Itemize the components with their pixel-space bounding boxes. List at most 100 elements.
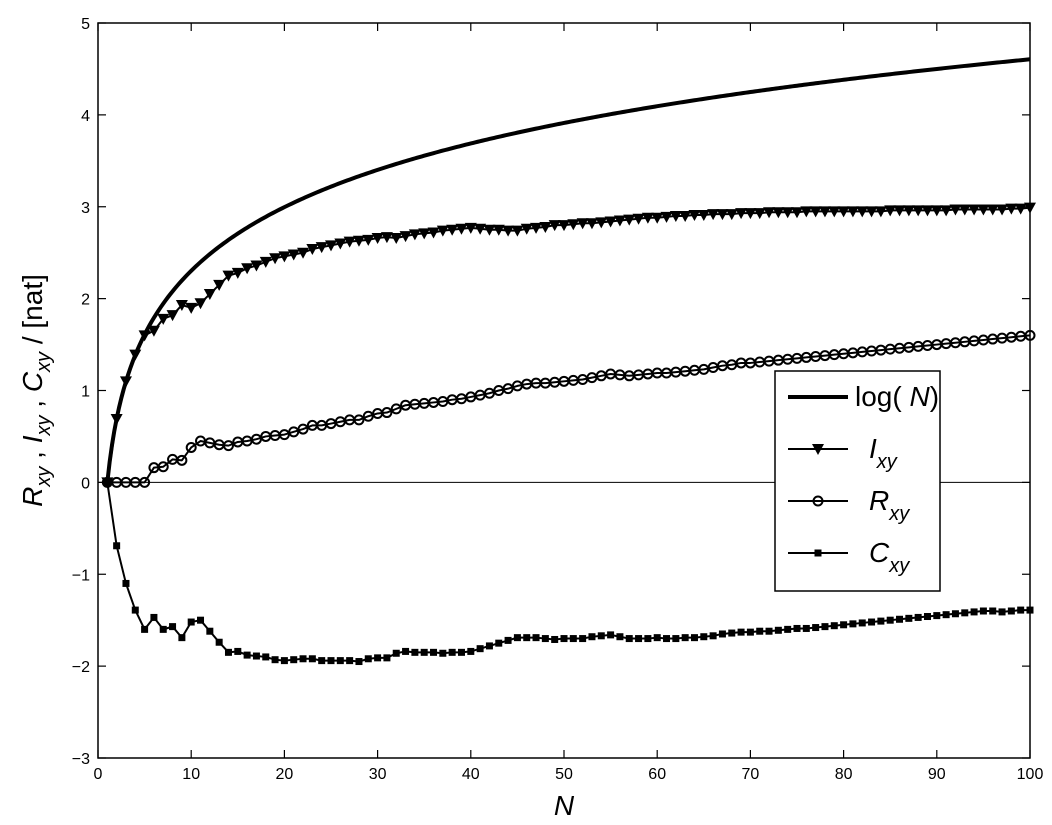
data-point bbox=[942, 611, 950, 619]
data-point bbox=[951, 610, 959, 618]
data-point bbox=[269, 253, 282, 265]
data-point bbox=[567, 219, 580, 231]
data-point bbox=[728, 629, 736, 637]
data-point bbox=[408, 229, 421, 241]
data-point bbox=[560, 635, 568, 643]
data-point bbox=[930, 205, 943, 217]
data-layer bbox=[101, 57, 1036, 666]
data-point bbox=[588, 633, 596, 641]
data-point bbox=[669, 210, 682, 222]
data-point bbox=[492, 224, 505, 236]
data-point bbox=[961, 609, 969, 617]
x-tick-label: 90 bbox=[928, 766, 946, 783]
series-ixy bbox=[101, 202, 1036, 489]
data-point bbox=[933, 612, 941, 620]
data-point bbox=[446, 224, 459, 236]
data-point bbox=[793, 624, 801, 632]
data-point bbox=[690, 634, 698, 642]
data-point bbox=[185, 302, 198, 314]
data-point bbox=[243, 651, 251, 659]
data-point bbox=[791, 207, 803, 219]
data-point bbox=[176, 454, 188, 466]
data-point bbox=[318, 657, 326, 665]
data-point bbox=[194, 298, 207, 310]
data-point bbox=[709, 632, 717, 640]
data-point bbox=[968, 204, 981, 216]
data-point bbox=[735, 208, 748, 220]
data-point bbox=[746, 628, 754, 636]
data-point bbox=[271, 656, 279, 664]
data-point bbox=[222, 270, 235, 282]
y-tick-label: −3 bbox=[72, 751, 90, 768]
data-point bbox=[914, 613, 922, 621]
data-point bbox=[579, 635, 587, 643]
data-point bbox=[483, 224, 496, 236]
data-point bbox=[653, 634, 661, 642]
data-point bbox=[660, 211, 673, 223]
data-point bbox=[697, 210, 710, 222]
data-point bbox=[241, 263, 254, 275]
data-point bbox=[280, 657, 288, 665]
data-point bbox=[949, 204, 962, 216]
data-point bbox=[353, 414, 365, 426]
data-point bbox=[222, 440, 234, 452]
data-point bbox=[902, 205, 915, 217]
data-point bbox=[346, 657, 354, 665]
data-point bbox=[921, 205, 934, 217]
data-point bbox=[371, 232, 384, 244]
data-point bbox=[569, 635, 577, 643]
data-point bbox=[756, 627, 764, 635]
data-point bbox=[390, 403, 402, 415]
data-point bbox=[523, 634, 531, 642]
data-point bbox=[287, 249, 300, 261]
series-cxy bbox=[103, 478, 1034, 666]
data-point bbox=[231, 267, 244, 279]
data-point bbox=[996, 204, 1009, 216]
data-point bbox=[912, 205, 925, 217]
data-point bbox=[259, 256, 272, 268]
y-axis-label: Rxy , Ixy , Cxy / [nat] bbox=[17, 274, 55, 507]
data-point bbox=[141, 625, 149, 633]
data-point bbox=[989, 607, 997, 615]
data-point bbox=[849, 620, 857, 628]
data-point bbox=[234, 647, 242, 655]
y-tick-label: 1 bbox=[81, 384, 90, 401]
data-point bbox=[837, 206, 850, 218]
data-point bbox=[392, 649, 400, 657]
data-point bbox=[998, 608, 1006, 616]
data-point bbox=[306, 244, 319, 256]
legend-item: Rxy bbox=[788, 485, 910, 525]
data-point bbox=[865, 206, 878, 218]
data-point bbox=[252, 652, 260, 660]
x-axis-label: N bbox=[554, 790, 575, 821]
data-point bbox=[197, 616, 205, 624]
x-tick-label: 10 bbox=[182, 766, 200, 783]
data-point bbox=[474, 223, 487, 235]
data-point bbox=[868, 618, 876, 626]
data-point bbox=[840, 621, 848, 629]
data-point bbox=[532, 634, 540, 642]
data-point bbox=[122, 579, 130, 587]
data-point bbox=[905, 614, 913, 622]
data-point bbox=[327, 657, 335, 665]
data-point bbox=[700, 633, 708, 641]
axes-layer: 0 10 20 30 40 50 60 70 80 90 100 −3 −2 −1 0 1 2 3 4 5 N Rxy ,… bbox=[17, 16, 1043, 821]
data-point bbox=[113, 542, 121, 550]
data-point bbox=[411, 648, 419, 656]
data-point bbox=[718, 630, 726, 638]
x-tick-label: 100 bbox=[1017, 766, 1044, 783]
data-point bbox=[558, 220, 570, 232]
data-point bbox=[467, 647, 475, 655]
data-point bbox=[681, 634, 689, 642]
data-point bbox=[436, 225, 449, 237]
data-point bbox=[288, 426, 300, 438]
data-point bbox=[784, 625, 792, 633]
data-point bbox=[737, 628, 745, 636]
legend-marker bbox=[814, 549, 822, 557]
data-point bbox=[970, 608, 978, 616]
legend-label: Cxy bbox=[869, 537, 910, 577]
data-point bbox=[250, 260, 263, 272]
data-point bbox=[381, 407, 393, 419]
data-point bbox=[299, 655, 307, 663]
data-point bbox=[548, 220, 561, 232]
